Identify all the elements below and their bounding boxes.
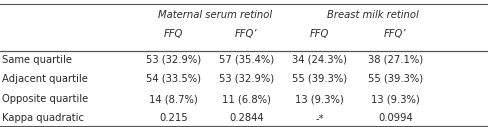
- Text: FFQ: FFQ: [163, 29, 183, 39]
- Text: 13 (9.3%): 13 (9.3%): [295, 94, 344, 104]
- Text: -*: -*: [315, 113, 324, 123]
- Text: Adjacent quartile: Adjacent quartile: [2, 74, 88, 84]
- Text: 14 (8.7%): 14 (8.7%): [149, 94, 198, 104]
- Text: 54 (33.5%): 54 (33.5%): [146, 74, 201, 84]
- Text: 55 (39.3%): 55 (39.3%): [368, 74, 423, 84]
- Text: 34 (24.3%): 34 (24.3%): [292, 55, 347, 65]
- Text: FFQ’: FFQ’: [235, 29, 258, 39]
- Text: 0.0994: 0.0994: [378, 113, 413, 123]
- Text: 13 (9.3%): 13 (9.3%): [371, 94, 420, 104]
- Text: 0.215: 0.215: [159, 113, 187, 123]
- Text: 55 (39.3%): 55 (39.3%): [292, 74, 347, 84]
- Text: Breast milk retinol: Breast milk retinol: [327, 10, 419, 20]
- Text: 53 (32.9%): 53 (32.9%): [219, 74, 274, 84]
- Text: 0.2844: 0.2844: [229, 113, 264, 123]
- Text: 57 (35.4%): 57 (35.4%): [219, 55, 274, 65]
- Text: FFQ’: FFQ’: [384, 29, 407, 39]
- Text: Opposite quartile: Opposite quartile: [2, 94, 89, 104]
- Text: Kappa quadratic: Kappa quadratic: [2, 113, 84, 123]
- Text: 53 (32.9%): 53 (32.9%): [146, 55, 201, 65]
- Text: 38 (27.1%): 38 (27.1%): [368, 55, 423, 65]
- Text: 11 (6.8%): 11 (6.8%): [222, 94, 271, 104]
- Text: Maternal serum retinol: Maternal serum retinol: [158, 10, 272, 20]
- Text: Same quartile: Same quartile: [2, 55, 72, 65]
- Text: FFQ: FFQ: [310, 29, 329, 39]
